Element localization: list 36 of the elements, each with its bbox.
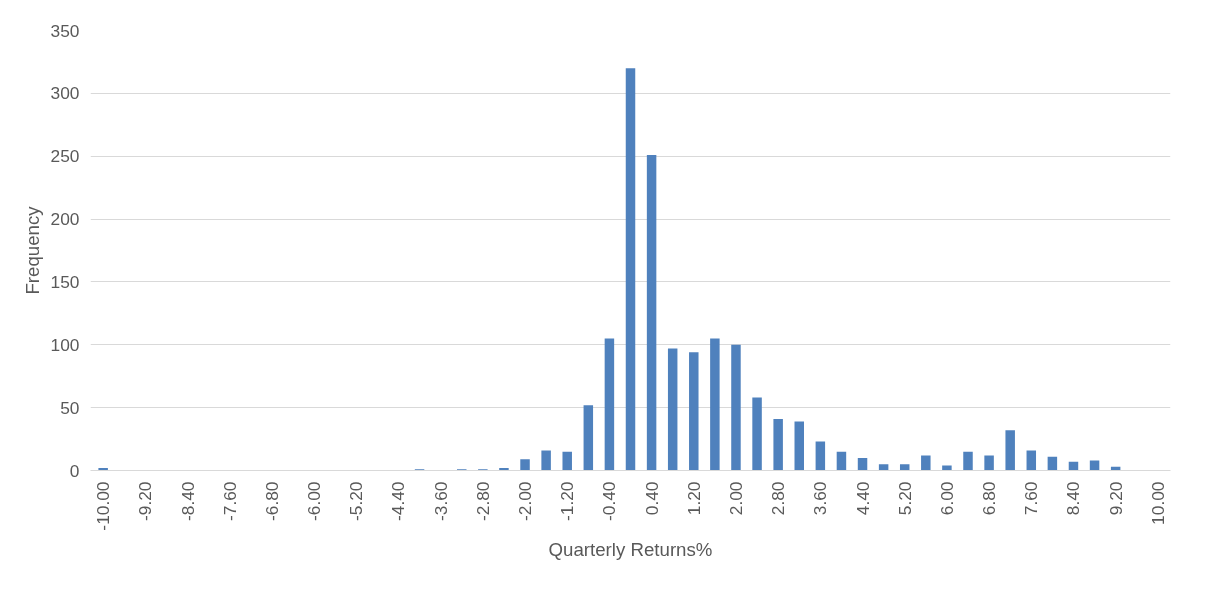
x-tick-label: -0.40 (599, 481, 620, 521)
x-tick-label: 2.80 (768, 481, 789, 516)
x-tick-label: 5.20 (894, 481, 915, 516)
y-tick-label: 0 (69, 460, 80, 481)
x-tick-label: 6.00 (936, 481, 957, 516)
x-tick-label: -6.00 (304, 481, 325, 521)
x-tick-label: -9.20 (135, 481, 156, 521)
x-tick-label: -8.40 (177, 481, 198, 521)
y-tick-label: 300 (50, 83, 80, 104)
x-tick-label: -1.20 (557, 481, 578, 521)
x-tick-label: 1.20 (683, 481, 704, 516)
x-tick-label: 6.80 (979, 481, 1000, 516)
x-tick-label: 3.60 (810, 481, 831, 516)
x-tick-label: -4.40 (388, 481, 409, 521)
x-axis-title: Quarterly Returns% (548, 538, 713, 560)
x-tick-label: -7.60 (219, 481, 240, 521)
y-axis-title: Frequency (21, 205, 43, 295)
y-tick-label: 150 (50, 271, 80, 292)
x-tick-label: -3.60 (430, 481, 451, 521)
x-tick-label: 4.40 (852, 481, 873, 516)
y-tick-label: 200 (50, 209, 80, 230)
x-tick-label: 8.40 (1063, 481, 1084, 516)
y-tick-label: 100 (50, 334, 80, 355)
x-tick-label: 7.60 (1021, 481, 1042, 516)
x-tick-label: 10.00 (1147, 481, 1168, 525)
x-tick-label: -5.20 (346, 481, 367, 521)
x-tick-label: -2.80 (472, 481, 493, 521)
x-tick-label: -10.00 (93, 481, 114, 531)
x-tick-label: -2.00 (515, 481, 536, 521)
y-tick-label: 350 (50, 20, 80, 41)
x-tick-label: 0.40 (641, 481, 662, 516)
x-tick-label: 9.20 (1105, 481, 1126, 516)
y-tick-label: 50 (60, 397, 80, 418)
x-tick-label: -6.80 (261, 481, 282, 521)
y-tick-label: 250 (50, 146, 80, 167)
x-tick-label: 2.00 (725, 481, 746, 516)
